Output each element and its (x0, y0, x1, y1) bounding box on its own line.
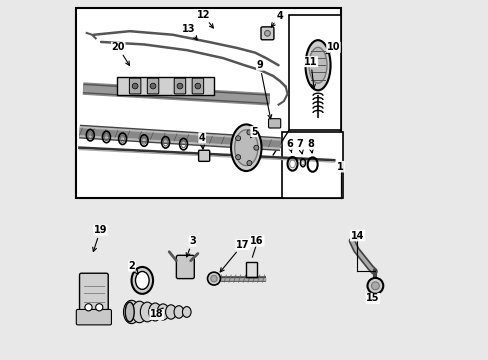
Circle shape (235, 155, 240, 160)
Text: 12: 12 (196, 10, 213, 28)
FancyBboxPatch shape (198, 150, 209, 161)
Circle shape (96, 304, 102, 311)
Ellipse shape (165, 305, 176, 319)
Ellipse shape (234, 130, 258, 166)
Text: 16: 16 (250, 236, 263, 246)
Circle shape (367, 278, 383, 294)
Text: 13: 13 (182, 24, 197, 40)
FancyBboxPatch shape (174, 78, 185, 94)
Circle shape (371, 282, 379, 290)
Circle shape (246, 130, 251, 135)
Ellipse shape (135, 271, 149, 289)
FancyBboxPatch shape (129, 78, 141, 94)
Text: 10: 10 (325, 42, 340, 54)
Ellipse shape (125, 302, 134, 322)
Circle shape (210, 275, 217, 282)
Ellipse shape (131, 267, 153, 294)
Ellipse shape (140, 302, 154, 322)
Text: 20: 20 (111, 42, 129, 66)
Ellipse shape (148, 303, 162, 321)
Ellipse shape (308, 47, 326, 83)
Circle shape (207, 272, 220, 285)
Text: 1: 1 (337, 162, 343, 172)
FancyBboxPatch shape (147, 78, 159, 94)
Circle shape (85, 304, 92, 311)
Text: 4: 4 (271, 11, 283, 27)
Ellipse shape (305, 40, 330, 90)
Circle shape (177, 83, 183, 89)
FancyBboxPatch shape (192, 78, 203, 94)
FancyBboxPatch shape (261, 27, 273, 40)
Circle shape (195, 83, 201, 89)
Text: 15: 15 (366, 293, 379, 303)
Circle shape (132, 83, 138, 89)
Ellipse shape (132, 301, 147, 323)
Circle shape (264, 31, 270, 36)
Text: 9: 9 (256, 60, 271, 119)
Text: 7: 7 (296, 139, 303, 154)
Text: 17: 17 (220, 239, 249, 272)
Bar (289, 15, 341, 130)
Text: 8: 8 (307, 139, 314, 153)
Bar (282, 132, 343, 198)
Ellipse shape (123, 300, 139, 324)
Circle shape (235, 136, 240, 141)
Bar (76, 8, 341, 198)
Text: 5: 5 (250, 127, 257, 138)
Text: 18: 18 (149, 308, 163, 319)
FancyBboxPatch shape (76, 310, 111, 325)
Circle shape (150, 83, 156, 89)
Text: 2: 2 (128, 261, 138, 274)
Text: 3: 3 (186, 236, 196, 257)
Text: 14: 14 (350, 231, 364, 240)
Bar (117, 77, 214, 95)
Text: 4: 4 (199, 133, 205, 149)
Text: 19: 19 (93, 225, 107, 252)
Circle shape (246, 161, 251, 166)
Ellipse shape (230, 125, 261, 171)
Ellipse shape (157, 304, 169, 320)
Bar (246, 262, 257, 277)
Ellipse shape (174, 306, 183, 318)
Ellipse shape (182, 307, 191, 318)
FancyBboxPatch shape (176, 255, 194, 279)
Text: 6: 6 (285, 139, 292, 152)
Text: 11: 11 (304, 57, 317, 88)
FancyBboxPatch shape (268, 119, 280, 128)
FancyBboxPatch shape (80, 273, 108, 315)
Circle shape (253, 145, 258, 150)
